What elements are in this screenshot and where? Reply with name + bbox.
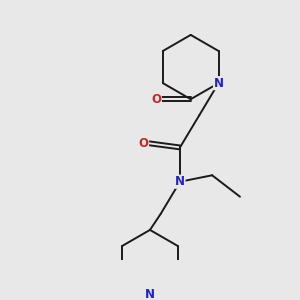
Text: N: N	[214, 76, 224, 90]
Text: O: O	[152, 93, 161, 106]
Text: N: N	[175, 175, 185, 188]
Text: N: N	[145, 288, 155, 300]
Text: O: O	[139, 136, 148, 150]
